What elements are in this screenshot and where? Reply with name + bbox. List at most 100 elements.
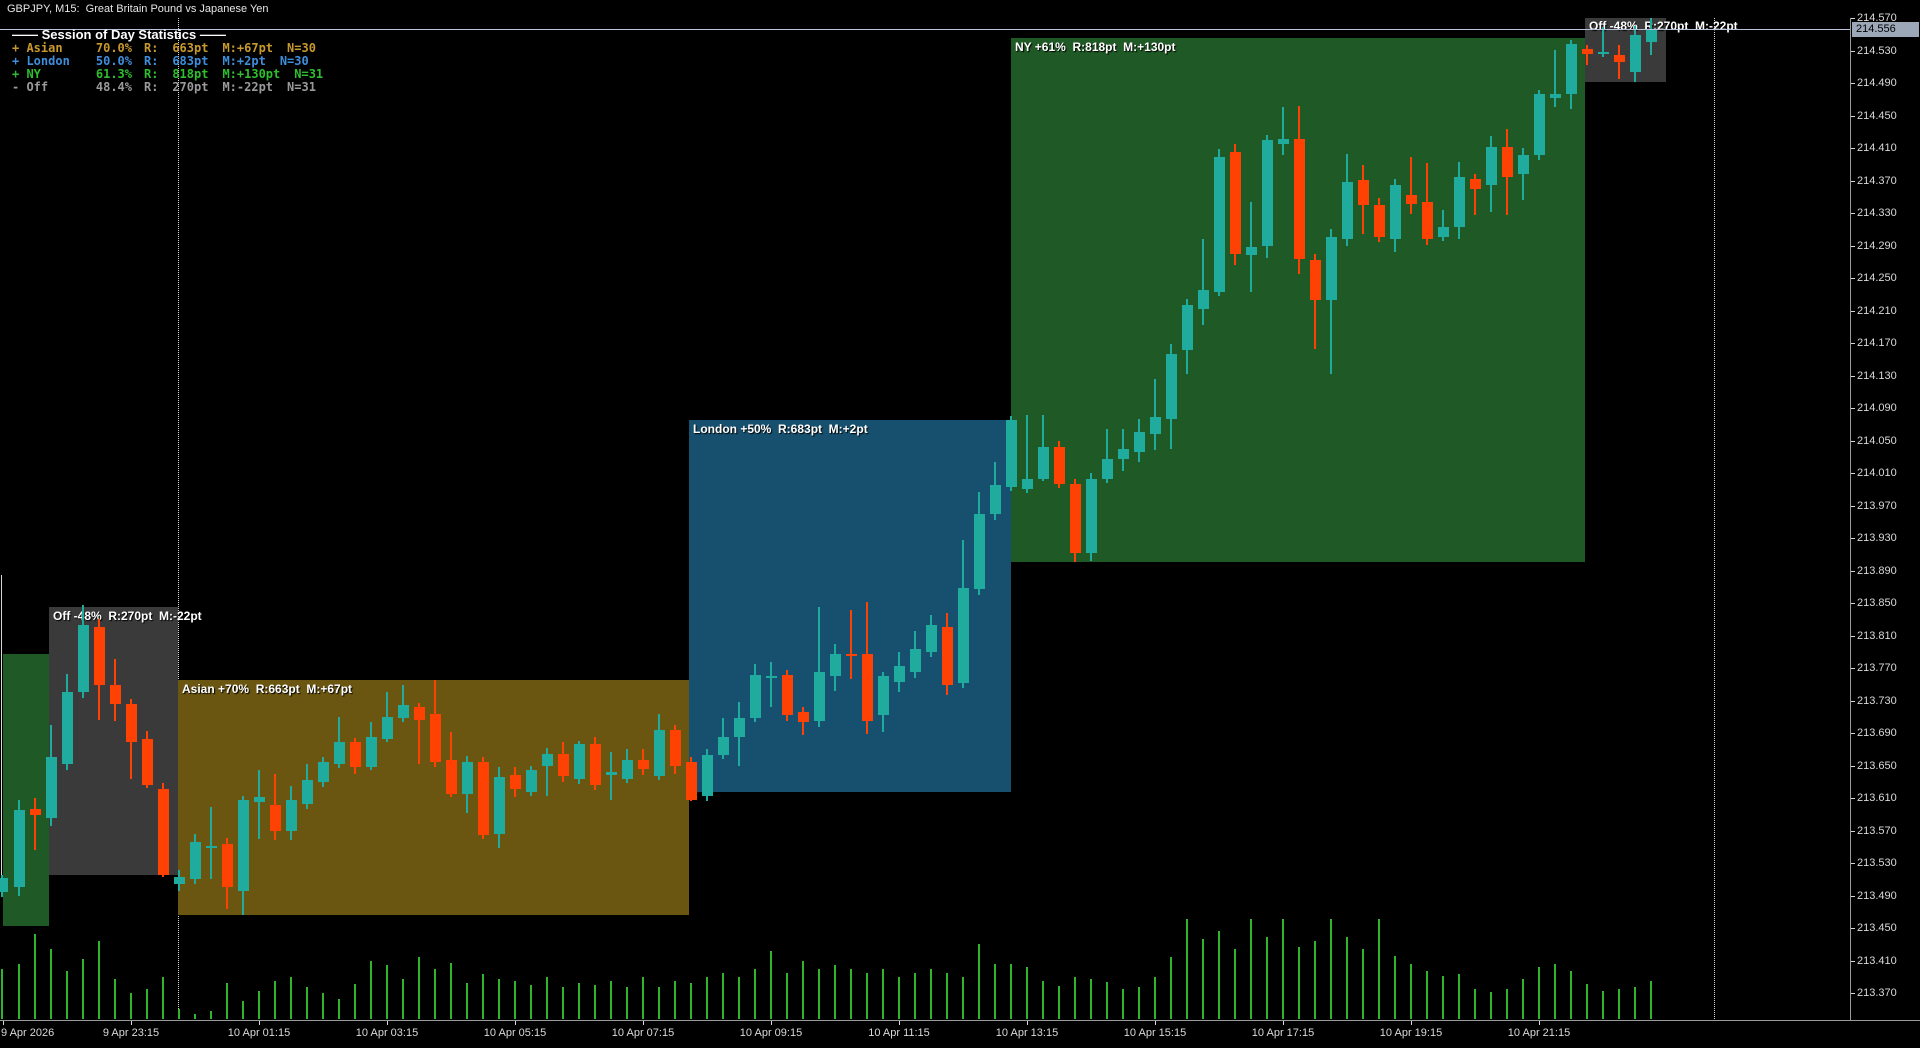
chart-canvas[interactable]: Off -48% R:270pt M:-22pt Asian +70% R:663… xyxy=(0,18,1850,1020)
candle-wick xyxy=(610,751,612,801)
price-tick-label: 214.130 xyxy=(1857,369,1897,382)
candle xyxy=(1518,155,1529,174)
volume-bar xyxy=(482,974,484,1019)
candle xyxy=(1406,195,1417,205)
price-tick-label: 214.490 xyxy=(1857,77,1897,89)
candle xyxy=(622,759,633,780)
volume-bar xyxy=(18,964,20,1019)
candle-wick xyxy=(1026,415,1028,494)
candle xyxy=(670,729,681,766)
price-tick xyxy=(1851,570,1855,572)
candle xyxy=(238,799,249,892)
volume-bar xyxy=(466,983,468,1019)
price-tick-label: 214.570 xyxy=(1857,12,1897,24)
time-axis[interactable]: 9 Apr 2026 9 Apr 23:15 10 Apr 01:15 10 Apr … xyxy=(0,1020,1920,1048)
candle xyxy=(654,729,665,777)
price-tick-label: 214.410 xyxy=(1857,142,1897,154)
candle xyxy=(1310,260,1321,300)
volume-bar xyxy=(1442,976,1444,1019)
volume-bar xyxy=(578,983,580,1019)
candle xyxy=(430,714,441,763)
stats-range-value: 270pt xyxy=(172,80,209,94)
volume-bar xyxy=(1618,989,1620,1019)
candle xyxy=(734,718,745,738)
volume-bar xyxy=(274,981,276,1019)
price-tick xyxy=(1851,50,1855,52)
stats-header: —— Session of Day Statistics —— xyxy=(12,27,226,42)
stats-win-pct: 50.0% xyxy=(95,54,132,68)
stats-mean-value: M:-22pt xyxy=(222,80,274,94)
candle xyxy=(142,738,153,785)
stats-win-pct: 61.3% xyxy=(95,67,132,81)
volume-bar xyxy=(242,1001,244,1019)
time-tick xyxy=(771,1021,772,1025)
current-price-line xyxy=(0,29,1850,30)
candle xyxy=(1070,483,1081,554)
candle xyxy=(94,627,105,686)
candle xyxy=(750,674,761,719)
price-tick xyxy=(1851,960,1855,962)
candle xyxy=(702,754,713,796)
volume-bar xyxy=(1410,964,1412,1019)
volume-bar xyxy=(610,981,612,1019)
price-tick xyxy=(1851,668,1855,669)
candle-wick xyxy=(1522,148,1524,200)
candle xyxy=(846,654,857,657)
candle-wick xyxy=(1586,44,1588,66)
candle xyxy=(286,799,297,831)
stats-sample-count: N=30 xyxy=(279,54,309,68)
time-tick xyxy=(1027,1021,1028,1025)
candle xyxy=(0,877,8,893)
candle xyxy=(398,705,409,719)
candle xyxy=(1454,177,1465,227)
time-tick-label: 10 Apr 17:15 xyxy=(1251,1027,1315,1039)
volume-bar xyxy=(338,999,340,1019)
candle xyxy=(1374,204,1385,238)
candle-wick xyxy=(1410,156,1412,214)
volume-bar xyxy=(1170,957,1172,1019)
price-tick xyxy=(1851,278,1855,279)
volume-bar xyxy=(1426,971,1428,1019)
candle xyxy=(254,797,265,803)
time-tick-label: 10 Apr 05:15 xyxy=(483,1027,547,1039)
candle xyxy=(190,841,201,880)
candle xyxy=(1118,448,1129,460)
volume-bar xyxy=(354,984,356,1019)
candle xyxy=(1038,447,1049,479)
volume-bar xyxy=(1394,956,1396,1019)
session-label-off-2: Off -48% R:270pt M:-22pt xyxy=(1589,19,1738,34)
session-box-off-2 xyxy=(1585,18,1666,83)
stats-row-off: - Off 48.4% R: 270pt M:-22pt N=31 xyxy=(12,81,323,94)
volume-bar xyxy=(434,969,436,1019)
candle xyxy=(414,707,425,720)
volume-bar xyxy=(1490,992,1492,1019)
volume-bar xyxy=(194,1014,196,1019)
candle xyxy=(686,762,697,800)
candle xyxy=(366,737,377,768)
volume-bar xyxy=(50,949,52,1019)
volume-bar xyxy=(642,977,644,1019)
candle xyxy=(1422,201,1433,239)
candle xyxy=(782,674,793,716)
candle xyxy=(222,843,233,887)
stats-range-value: 663pt xyxy=(172,41,209,55)
price-tick-label: 213.450 xyxy=(1857,922,1897,934)
price-tick xyxy=(1851,440,1855,442)
price-tick xyxy=(1851,180,1855,182)
price-tick xyxy=(1851,310,1855,312)
candle xyxy=(318,762,329,782)
volume-bar xyxy=(498,979,500,1019)
candle xyxy=(814,672,825,721)
volume-bar xyxy=(626,987,628,1019)
candle xyxy=(510,775,521,790)
candle xyxy=(974,513,985,590)
price-axis[interactable]: 214.556 214.570 214.530 214.490 214.450 214.… xyxy=(1850,12,1920,1020)
time-tick xyxy=(1411,1021,1412,1025)
volume-bar xyxy=(1506,989,1508,1019)
candle xyxy=(1214,156,1225,292)
stats-range-value: 818pt xyxy=(172,67,209,81)
volume-bar xyxy=(1186,919,1188,1019)
volume-bar xyxy=(850,969,852,1019)
price-tick xyxy=(1851,798,1855,799)
time-tick-label: 10 Apr 07:15 xyxy=(611,1027,675,1039)
